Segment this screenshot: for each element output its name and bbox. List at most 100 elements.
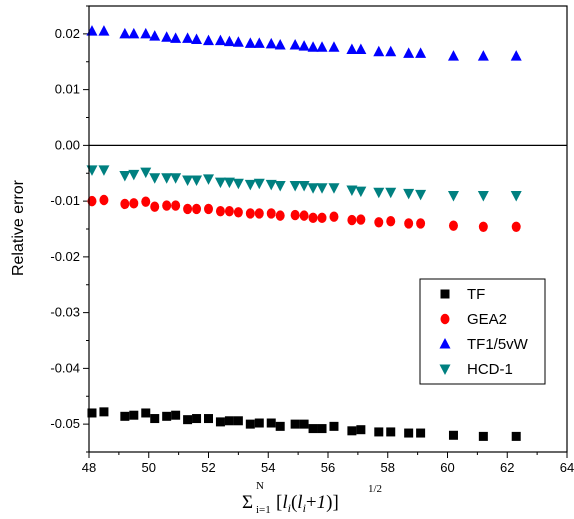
- data-point: [141, 408, 151, 418]
- svg-text:Σ: Σ: [242, 492, 253, 513]
- data-point: [290, 419, 300, 429]
- data-point: [373, 187, 385, 199]
- data-point: [477, 191, 489, 202]
- data-point: [161, 31, 173, 42]
- data-point: [129, 198, 139, 209]
- svg-text:i=1: i=1: [256, 504, 271, 516]
- data-point: [386, 427, 396, 437]
- data-point: [254, 418, 264, 428]
- data-point: [253, 37, 265, 48]
- legend-label: HCD-1: [467, 361, 513, 378]
- y-tick-label: 0.02: [55, 26, 80, 41]
- data-point: [275, 421, 285, 431]
- data-point: [347, 426, 357, 436]
- data-point: [299, 210, 309, 221]
- data-point: [224, 205, 234, 217]
- data-point: [415, 47, 427, 58]
- data-point: [99, 407, 109, 417]
- data-point: [299, 419, 309, 429]
- data-point: [510, 191, 522, 202]
- data-point: [307, 41, 319, 52]
- data-point: [182, 175, 194, 186]
- data-point: [149, 30, 161, 41]
- legend-label: GEA2: [467, 311, 507, 328]
- data-point: [316, 41, 328, 52]
- data-point: [447, 191, 459, 202]
- y-tick-label: -0.02: [50, 249, 80, 264]
- data-point: [182, 32, 194, 43]
- data-point: [511, 431, 521, 441]
- data-point: [245, 419, 255, 429]
- data-point: [192, 414, 202, 424]
- data-point: [404, 428, 414, 438]
- data-point: [191, 33, 203, 44]
- data-point: [328, 41, 340, 52]
- svg-text:1/2: 1/2: [368, 483, 382, 495]
- data-point: [170, 173, 182, 184]
- data-point: [355, 186, 367, 198]
- data-point: [447, 50, 459, 61]
- data-point: [374, 427, 384, 437]
- y-tick-label: 0.00: [55, 137, 80, 152]
- data-point: [355, 43, 367, 54]
- data-point: [448, 220, 458, 231]
- data-point: [416, 428, 426, 438]
- data-point: [329, 211, 339, 222]
- y-tick-label: 0.01: [55, 82, 80, 97]
- data-point: [171, 410, 181, 420]
- data-point: [374, 217, 384, 228]
- data-point: [215, 205, 225, 217]
- data-point: [328, 183, 340, 194]
- data-point: [87, 408, 97, 418]
- legend: TF GEA2 TF1/5vW HCD-1: [419, 278, 546, 385]
- data-point: [477, 50, 489, 61]
- legend-marker: [440, 313, 450, 325]
- data-point: [346, 185, 358, 196]
- data-point: [140, 27, 152, 39]
- x-tick-label: 58: [381, 460, 395, 475]
- y-tick-label: -0.05: [50, 416, 80, 431]
- data-point: [511, 221, 521, 232]
- svg-text:N: N: [256, 480, 264, 492]
- data-point: [386, 215, 396, 227]
- data-point: [150, 201, 160, 212]
- data-point: [120, 411, 130, 421]
- data-point: [161, 173, 173, 184]
- legend-marker: [439, 338, 451, 349]
- y-axis-title: Relative error: [10, 179, 27, 276]
- data-point: [308, 212, 318, 224]
- data-point: [171, 200, 181, 211]
- x-tick-label: 64: [560, 460, 574, 475]
- data-point: [478, 431, 488, 441]
- data-points: [86, 25, 522, 441]
- data-point: [232, 178, 244, 190]
- data-point: [233, 207, 243, 218]
- data-point: [87, 195, 97, 207]
- data-point: [214, 177, 226, 189]
- data-point: [192, 203, 202, 215]
- data-point: [307, 183, 319, 194]
- data-point: [149, 173, 161, 184]
- data-point: [140, 167, 152, 179]
- legend-marker: [440, 289, 450, 299]
- data-point: [266, 208, 276, 219]
- data-point: [128, 27, 140, 39]
- data-point: [317, 424, 327, 434]
- data-point: [316, 183, 328, 194]
- data-point: [253, 178, 265, 190]
- data-point: [347, 214, 357, 226]
- x-tick-label: 62: [500, 460, 514, 475]
- data-point: [290, 209, 300, 221]
- data-point: [478, 221, 488, 232]
- data-point: [99, 194, 109, 206]
- data-point: [416, 218, 426, 229]
- y-axis-ticks: 0.02 0.01 0.00 -0.01 -0.02 -0.03 -0.04 -0.05: [50, 5, 89, 453]
- data-point: [510, 50, 522, 61]
- data-point: [298, 181, 310, 192]
- legend-label: TF1/5vW: [467, 336, 529, 353]
- data-point: [356, 214, 366, 225]
- x-tick-label: 54: [261, 460, 275, 475]
- data-point: [244, 179, 256, 191]
- data-point: [448, 430, 458, 440]
